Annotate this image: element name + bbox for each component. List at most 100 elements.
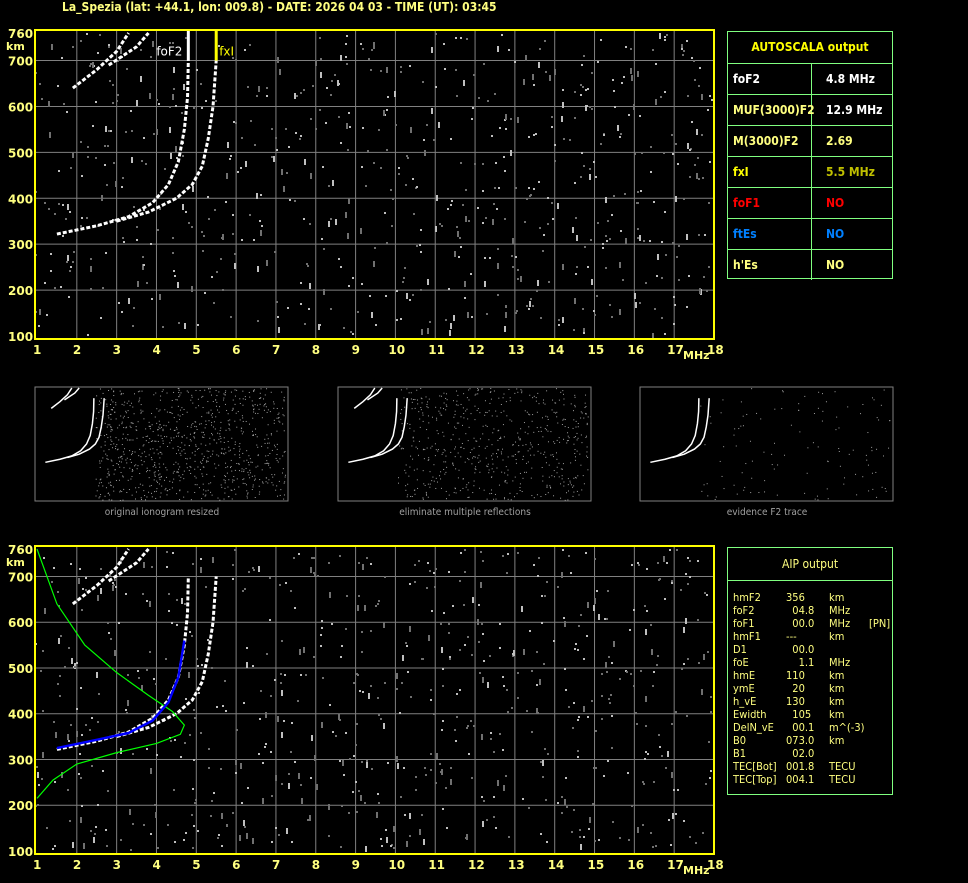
noise-echo xyxy=(405,642,407,644)
noise-echo xyxy=(311,735,313,741)
noise-echo xyxy=(456,422,458,424)
noise-echo xyxy=(885,490,887,492)
noise-echo xyxy=(121,423,123,425)
noise-echo xyxy=(485,457,487,459)
noise-echo xyxy=(175,426,177,428)
noise-echo xyxy=(380,70,382,72)
noise-echo xyxy=(645,696,647,702)
noise-echo xyxy=(400,66,402,68)
noise-echo xyxy=(264,394,266,396)
noise-echo xyxy=(266,462,268,464)
noise-echo xyxy=(487,466,489,468)
noise-echo xyxy=(431,445,433,447)
x-tick-label: 13 xyxy=(508,858,525,872)
noise-echo xyxy=(697,157,699,159)
noise-echo xyxy=(468,482,470,484)
noise-echo xyxy=(112,447,114,449)
noise-echo xyxy=(177,471,179,473)
noise-echo xyxy=(192,788,194,790)
noise-echo xyxy=(178,418,180,420)
noise-echo xyxy=(497,439,499,441)
noise-echo xyxy=(159,479,161,481)
noise-echo xyxy=(171,406,173,408)
noise-echo xyxy=(303,647,305,653)
noise-echo xyxy=(440,471,442,473)
noise-echo xyxy=(70,167,72,169)
noise-echo xyxy=(401,423,403,425)
noise-echo xyxy=(431,108,433,114)
aip-value: 004.1 xyxy=(786,773,815,786)
noise-echo xyxy=(484,414,486,416)
noise-echo xyxy=(152,448,154,450)
noise-echo xyxy=(458,438,460,440)
noise-echo xyxy=(528,308,530,310)
noise-echo xyxy=(520,276,522,282)
noise-echo xyxy=(85,577,87,579)
noise-echo xyxy=(573,702,575,704)
noise-echo xyxy=(527,433,529,435)
noise-echo xyxy=(435,782,437,784)
noise-echo xyxy=(456,95,458,97)
noise-echo xyxy=(169,442,171,444)
noise-echo xyxy=(657,655,659,657)
noise-echo xyxy=(412,436,414,438)
noise-echo xyxy=(360,228,362,234)
noise-echo xyxy=(636,202,638,204)
noise-echo xyxy=(463,417,465,419)
noise-echo xyxy=(245,161,247,167)
noise-echo xyxy=(86,217,88,219)
noise-echo xyxy=(222,234,224,240)
noise-echo xyxy=(102,499,104,501)
noise-echo xyxy=(223,453,225,455)
thumbnail-trace xyxy=(367,387,383,401)
noise-echo xyxy=(95,101,97,103)
noise-echo xyxy=(630,673,632,675)
noise-echo xyxy=(644,758,646,760)
noise-echo xyxy=(686,234,688,240)
noise-echo xyxy=(52,848,54,850)
noise-echo xyxy=(106,434,108,436)
noise-echo xyxy=(424,484,426,486)
noise-echo xyxy=(154,462,156,464)
noise-echo xyxy=(706,594,708,596)
noise-echo xyxy=(109,574,111,576)
noise-echo xyxy=(192,563,194,565)
noise-echo xyxy=(543,399,545,401)
noise-echo xyxy=(320,72,322,78)
noise-echo xyxy=(459,237,461,239)
noise-echo xyxy=(121,311,123,313)
noise-echo xyxy=(202,395,204,397)
noise-echo xyxy=(490,738,492,740)
noise-echo xyxy=(491,135,493,137)
noise-echo xyxy=(709,95,711,97)
noise-echo xyxy=(239,835,241,841)
noise-echo xyxy=(264,442,266,444)
noise-echo xyxy=(234,389,236,391)
noise-echo xyxy=(190,399,192,401)
autoscala-value: 4.8 MHz xyxy=(826,72,875,86)
noise-echo xyxy=(138,401,140,403)
noise-echo xyxy=(585,437,587,439)
thumbnail-trace xyxy=(348,398,398,464)
noise-echo xyxy=(110,436,112,438)
noise-echo xyxy=(489,402,491,404)
noise-echo xyxy=(528,136,530,138)
noise-echo xyxy=(383,622,385,628)
noise-echo xyxy=(48,101,50,107)
noise-echo xyxy=(456,400,458,402)
noise-echo xyxy=(454,729,456,731)
noise-echo xyxy=(424,150,426,156)
noise-echo xyxy=(471,316,473,318)
noise-echo xyxy=(227,413,229,415)
noise-echo xyxy=(254,497,256,499)
noise-echo xyxy=(212,400,214,402)
noise-echo xyxy=(284,674,286,676)
noise-echo xyxy=(460,403,462,405)
noise-echo xyxy=(704,234,706,236)
noise-echo xyxy=(548,464,550,466)
noise-echo xyxy=(556,458,558,460)
noise-echo xyxy=(605,235,607,237)
noise-echo xyxy=(588,828,590,830)
noise-echo xyxy=(511,420,513,422)
noise-echo xyxy=(443,468,445,470)
